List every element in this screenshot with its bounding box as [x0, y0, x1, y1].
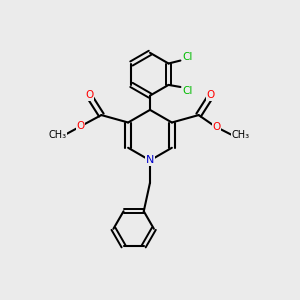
Text: O: O — [85, 90, 94, 100]
Text: N: N — [146, 155, 154, 165]
Text: O: O — [212, 122, 220, 132]
Text: Cl: Cl — [182, 52, 192, 62]
Text: CH₃: CH₃ — [231, 130, 249, 140]
Text: CH₃: CH₃ — [48, 130, 66, 140]
Text: O: O — [206, 90, 214, 100]
Text: Cl: Cl — [182, 86, 192, 96]
Text: O: O — [76, 121, 85, 131]
